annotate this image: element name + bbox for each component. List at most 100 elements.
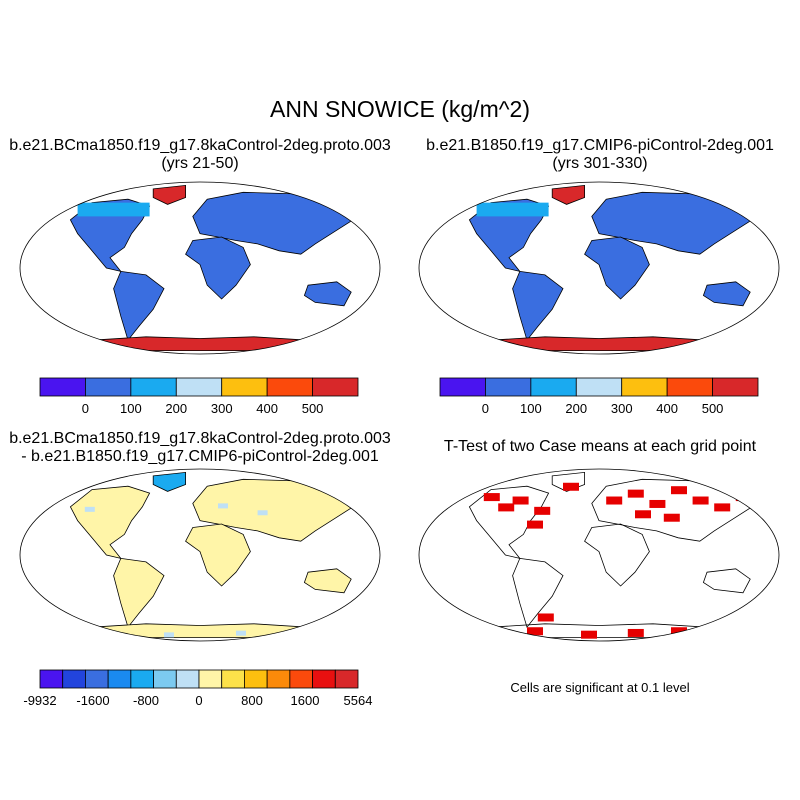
colorbar-2-tick-5: 500 (702, 401, 724, 416)
significant-cell-15 (527, 627, 543, 636)
colorbar-3-box-9 (244, 669, 268, 689)
colorbar-1-box-6 (312, 377, 359, 397)
colorbar-1-tick-2: 200 (165, 401, 187, 416)
colorbar-3-box-12 (312, 669, 336, 689)
colorbar-3-tick-2: -800 (133, 693, 159, 708)
map-panel-3 (19, 468, 381, 642)
colorbar-2-box-6 (712, 377, 759, 397)
continent-samerica (512, 270, 564, 342)
colorbar-1-tick-5: 500 (302, 401, 324, 416)
colorbar-3: -9932 -1600 -800 0 800 1600 5564 (23, 669, 373, 708)
significant-cell-18 (671, 627, 687, 636)
colorbar-1-box-3 (175, 377, 223, 397)
colorbar-2-box-2 (530, 377, 577, 397)
colorbar-3-box-0 (39, 669, 64, 689)
significant-cell-8 (649, 499, 666, 508)
diff-patch-1 (218, 503, 228, 509)
map-panel-2 (418, 181, 780, 355)
colorbar-1-tick-0: 0 (82, 401, 89, 416)
figure-title: ANN SNOWICE (kg/m^2) (270, 96, 530, 122)
colorbar-1-box-2 (130, 377, 177, 397)
continent-namerica (69, 485, 151, 560)
colorbar-2-tick-4: 400 (656, 401, 678, 416)
panel-1-title: b.e21.BCma1850.f19_g17.8kaControl-2deg.p… (0, 137, 400, 173)
colorbar-3-box-1 (62, 669, 86, 689)
significant-cell-20 (537, 613, 554, 622)
colorbar-3-box-4 (130, 669, 154, 689)
map-2-light-snow-band (476, 202, 549, 217)
continent-africa (584, 523, 650, 587)
colorbar-3-tick-6: 5564 (344, 693, 373, 708)
colorbar-3-box-2 (85, 669, 109, 689)
map-1-border (19, 181, 381, 355)
colorbar-3-tick-4: 800 (241, 693, 263, 708)
colorbar-3-tick-0: -9932 (23, 693, 56, 708)
map-panel-4 (418, 468, 780, 642)
colorbar-3-box-7 (198, 669, 223, 689)
significant-cell-13 (663, 513, 680, 522)
significant-cell-17 (627, 628, 644, 637)
colorbar-1-box-5 (266, 377, 313, 397)
continent-africa (584, 236, 650, 300)
panel-1-title-line2: (yrs 21-50) (161, 155, 239, 172)
continent-australia (303, 568, 352, 594)
colorbar-2-tick-2: 200 (565, 401, 587, 416)
continent-greenland (551, 184, 585, 205)
colorbar-1-box-0 (39, 377, 86, 397)
continent-antarctica (90, 623, 310, 638)
diff-patch-0 (84, 506, 95, 512)
significant-cell-0 (483, 493, 500, 502)
map-2-land (468, 184, 759, 352)
significant-cell-6 (606, 496, 623, 505)
panel-2-title-line1: b.e21.B1850.f19_g17.CMIP6-piControl-2deg… (426, 137, 774, 154)
colorbar-1-box-1 (85, 377, 132, 397)
colorbar-2-box-5 (666, 377, 713, 397)
map-4-border (418, 468, 780, 642)
colorbar-2-box-0 (439, 377, 486, 397)
colorbar-2-tick-3: 300 (611, 401, 633, 416)
continent-australia (702, 568, 751, 594)
significant-cell-10 (692, 496, 709, 505)
diff-patch-3 (164, 632, 174, 638)
colorbar-1-tick-1: 100 (120, 401, 142, 416)
significant-cell-16 (581, 630, 597, 639)
colorbar-2-box-3 (575, 377, 623, 397)
panel-2-title-line2: (yrs 301-330) (552, 155, 648, 172)
significant-cell-19 (721, 630, 738, 639)
colorbar-3-tick-5: 1600 (291, 693, 320, 708)
significant-cell-7 (627, 489, 644, 498)
colorbar-3-box-8 (221, 669, 245, 689)
colorbar-2-box-4 (621, 377, 668, 397)
map-3-land (69, 471, 360, 638)
continent-greenland (152, 471, 187, 492)
diff-patch-2 (257, 510, 268, 516)
colorbar-2: 0 100 200 300 400 500 (439, 377, 759, 416)
colorbar-3-tick-1: -1600 (76, 693, 109, 708)
colorbar-3-box-11 (289, 669, 313, 689)
significant-cell-9 (671, 486, 687, 495)
panel-4-title: T-Test of two Case means at each grid po… (400, 438, 800, 456)
map-1-land (69, 184, 360, 352)
continent-australia (303, 281, 352, 307)
diff-patch-4 (236, 630, 246, 636)
continent-namerica (69, 198, 151, 273)
continent-africa (185, 236, 251, 300)
colorbar-1: 0 100 200 300 400 500 (39, 377, 359, 416)
colorbar-3-box-10 (266, 669, 291, 689)
colorbar-2-tick-1: 100 (520, 401, 542, 416)
panel-3-title-line1: b.e21.BCma1850.f19_g17.8kaControl-2deg.p… (9, 430, 391, 447)
colorbar-1-tick-4: 400 (256, 401, 278, 416)
continent-namerica (468, 198, 550, 273)
colorbar-3-tick-3: 0 (195, 693, 202, 708)
continent-antarctica (90, 336, 310, 352)
continent-australia (702, 281, 751, 307)
colorbar-3-box-6 (175, 669, 200, 689)
significant-cell-2 (512, 496, 529, 505)
map-4-land (468, 471, 759, 639)
map-3-border (19, 468, 381, 642)
significant-cell-1 (498, 503, 515, 512)
continent-samerica (113, 270, 165, 342)
continent-greenland (152, 184, 187, 205)
significant-cell-4 (527, 520, 543, 529)
